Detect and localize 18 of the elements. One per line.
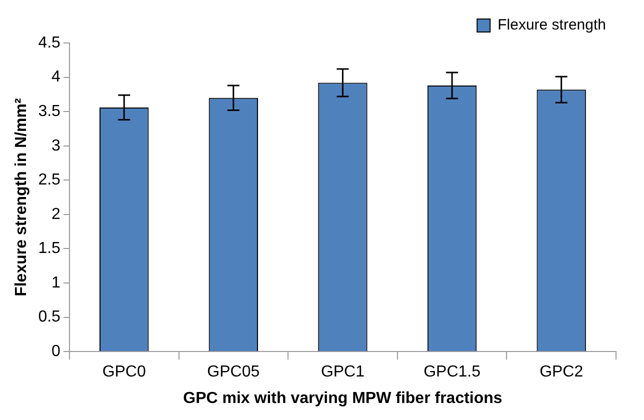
x-tick-label: GPC05 (207, 364, 260, 381)
y-tick-label: 0 (52, 343, 61, 360)
y-tick-label: 4 (52, 68, 61, 86)
x-tick-label: GPC1 (320, 364, 365, 381)
y-tick-label: 2.5 (38, 172, 61, 189)
x-axis-title: GPC mix with varying MPW fiber fractions (183, 390, 502, 407)
y-tick-label: 2 (52, 206, 61, 223)
y-tick-label: 3 (52, 137, 61, 154)
x-tick-label: GPC1.5 (424, 364, 481, 381)
y-tick-label: 1.5 (38, 240, 61, 258)
legend-label: Flexure strength (498, 16, 606, 34)
y-tick-label: 4.5 (38, 34, 61, 52)
y-tick-label: 0.5 (38, 308, 61, 326)
x-tick-label: GPC0 (102, 364, 146, 381)
y-tick-label: 1 (52, 274, 61, 292)
y-tick-label: 3.5 (38, 102, 61, 120)
y-axis-title: Flexure strength in N/mm² (13, 98, 30, 296)
x-tick-label: GPC2 (540, 364, 584, 381)
